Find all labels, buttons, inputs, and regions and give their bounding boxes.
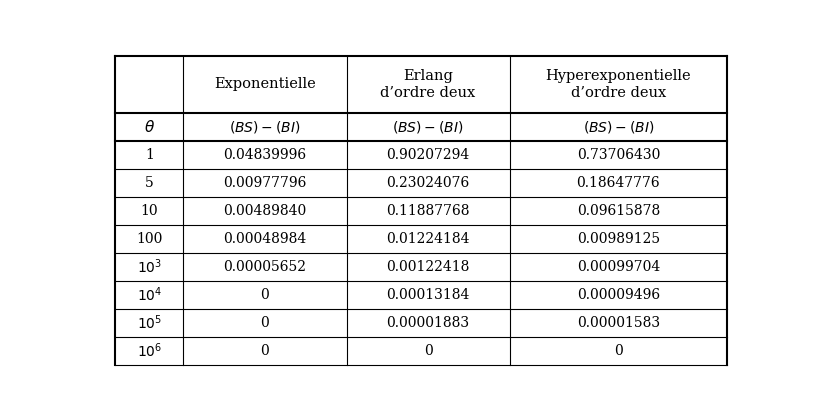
Text: 0.00977796: 0.00977796: [224, 176, 307, 190]
Text: 0.00489840: 0.00489840: [224, 203, 307, 218]
Text: 0.00001583: 0.00001583: [577, 316, 660, 330]
Text: 0.18647776: 0.18647776: [576, 176, 660, 190]
Text: 0.00005652: 0.00005652: [224, 260, 307, 274]
Text: 0.73706430: 0.73706430: [577, 148, 660, 161]
Text: 100: 100: [136, 231, 163, 246]
Text: Erlang
d’ordre deux: Erlang d’ordre deux: [381, 69, 476, 100]
Text: $(BS) - (BI)$: $(BS) - (BI)$: [583, 118, 654, 135]
Text: Hyperexponentielle
d’ordre deux: Hyperexponentielle d’ordre deux: [546, 69, 691, 100]
Text: 0.00989125: 0.00989125: [577, 231, 660, 246]
Text: 0: 0: [614, 344, 623, 358]
Text: 0.00048984: 0.00048984: [224, 231, 307, 246]
Text: 0: 0: [261, 288, 270, 301]
Text: 0.90207294: 0.90207294: [386, 148, 469, 161]
Text: 10: 10: [141, 203, 159, 218]
Text: $10^{4}$: $10^{4}$: [136, 285, 162, 304]
Text: 0.00122418: 0.00122418: [386, 260, 469, 274]
Text: $10^{5}$: $10^{5}$: [136, 313, 162, 332]
Text: $10^{6}$: $10^{6}$: [136, 342, 162, 360]
Text: 0.00001883: 0.00001883: [386, 316, 469, 330]
Text: 0.11887768: 0.11887768: [386, 203, 470, 218]
Text: Exponentielle: Exponentielle: [214, 78, 316, 91]
Text: $10^{3}$: $10^{3}$: [137, 257, 162, 276]
Text: 0: 0: [261, 316, 270, 330]
Text: $\theta$: $\theta$: [144, 118, 155, 135]
Text: $(BS) - (BI)$: $(BS) - (BI)$: [392, 118, 464, 135]
Text: 0.04839996: 0.04839996: [224, 148, 307, 161]
Text: 0.09615878: 0.09615878: [577, 203, 660, 218]
Text: 0.00099704: 0.00099704: [577, 260, 660, 274]
Text: 0.00013184: 0.00013184: [386, 288, 469, 301]
Text: $(BS) - (BI)$: $(BS) - (BI)$: [229, 118, 301, 135]
Text: 0: 0: [261, 344, 270, 358]
Text: 5: 5: [145, 176, 154, 190]
Text: 0.23024076: 0.23024076: [386, 176, 469, 190]
Text: 1: 1: [145, 148, 154, 161]
Text: 0.01224184: 0.01224184: [386, 231, 470, 246]
Text: 0: 0: [423, 344, 432, 358]
Text: 0.00009496: 0.00009496: [577, 288, 660, 301]
